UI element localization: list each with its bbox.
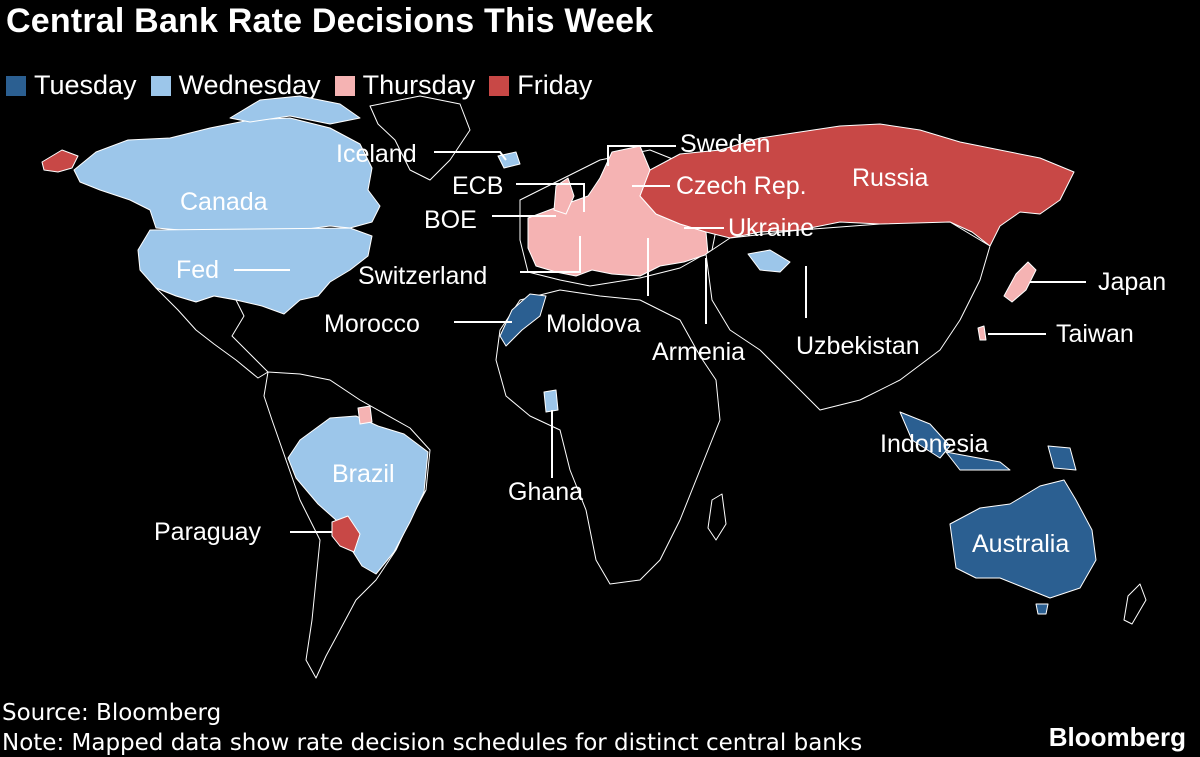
africa-base-region <box>495 289 721 585</box>
leader-switzerland <box>520 236 581 273</box>
indonesia-papua-region <box>1047 445 1077 471</box>
alaska-region <box>41 149 79 173</box>
french-guiana-region <box>357 405 373 425</box>
thursday-europe-region <box>527 145 709 277</box>
label-brazil: Brazil <box>332 460 395 488</box>
bloomberg-logo: Bloomberg <box>1048 722 1186 752</box>
uk-region <box>553 177 575 215</box>
label-ghana: Ghana <box>508 478 583 506</box>
legend-item-tuesday: Tuesday <box>6 70 137 101</box>
label-japan: Japan <box>1098 268 1166 296</box>
tasmania-region <box>1035 603 1049 615</box>
label-fed: Fed <box>176 256 219 284</box>
label-ukraine: Ukraine <box>728 214 814 242</box>
legend-label-thursday: Thursday <box>362 70 476 100</box>
label-ecb: ECB <box>452 172 503 200</box>
legend-swatch-tuesday <box>6 75 26 96</box>
map-labels: Canada Fed Iceland ECB BOE Switzerland M… <box>154 130 1166 558</box>
legend-swatch-friday <box>489 75 510 96</box>
indonesia-region <box>899 411 951 459</box>
indonesia-islands-region <box>945 451 1011 471</box>
leader-iceland <box>434 151 507 161</box>
new-zealand-region <box>1123 583 1147 625</box>
legend-label-friday: Friday <box>517 70 593 100</box>
leader-sweden <box>607 145 676 166</box>
label-switzerland: Switzerland <box>358 262 487 290</box>
label-uzbekistan: Uzbekistan <box>796 332 920 360</box>
label-canada: Canada <box>180 188 268 216</box>
label-moldova: Moldova <box>546 310 641 338</box>
legend-swatch-wednesday <box>150 75 171 96</box>
legend-label-tuesday: Tuesday <box>34 70 137 100</box>
label-paraguay: Paraguay <box>154 518 262 546</box>
madagascar-region <box>707 493 727 541</box>
label-morocco: Morocco <box>324 310 420 338</box>
source-note: Source: Bloomberg <box>2 700 222 726</box>
morocco-region <box>499 293 547 347</box>
taiwan-region <box>977 325 987 341</box>
label-iceland: Iceland <box>336 140 417 168</box>
leader-lines <box>234 145 1086 533</box>
legend: Tuesday Wednesday Thursday Friday <box>6 70 592 101</box>
data-note: Note: Mapped data show rate decision sch… <box>2 730 863 756</box>
asia-base-region <box>705 221 991 411</box>
japan-region <box>1003 261 1037 303</box>
legend-label-wednesday: Wednesday <box>178 70 321 100</box>
label-australia: Australia <box>972 530 1069 558</box>
legend-item-wednesday: Wednesday <box>150 70 321 101</box>
chart-title: Central Bank Rate Decisions This Week <box>6 2 654 40</box>
australia-region <box>949 479 1097 599</box>
legend-item-friday: Friday <box>489 70 592 101</box>
russia-region <box>639 123 1075 247</box>
label-czech: Czech Rep. <box>676 172 807 200</box>
label-boe: BOE <box>424 206 477 234</box>
label-armenia: Armenia <box>652 338 745 366</box>
canada-arctic-islands <box>229 95 361 125</box>
leader-ecb <box>516 183 585 212</box>
label-russia: Russia <box>852 164 929 192</box>
legend-swatch-thursday <box>334 75 355 96</box>
ghana-region <box>543 389 559 413</box>
label-taiwan: Taiwan <box>1056 320 1134 348</box>
label-sweden: Sweden <box>680 130 770 158</box>
canada-region <box>73 117 381 231</box>
label-indonesia: Indonesia <box>880 430 989 458</box>
legend-item-thursday: Thursday <box>334 70 476 101</box>
greenland-region <box>369 95 471 181</box>
uzbekistan-region <box>747 249 791 273</box>
mexico-region <box>155 287 269 379</box>
paraguay-region <box>331 515 361 553</box>
